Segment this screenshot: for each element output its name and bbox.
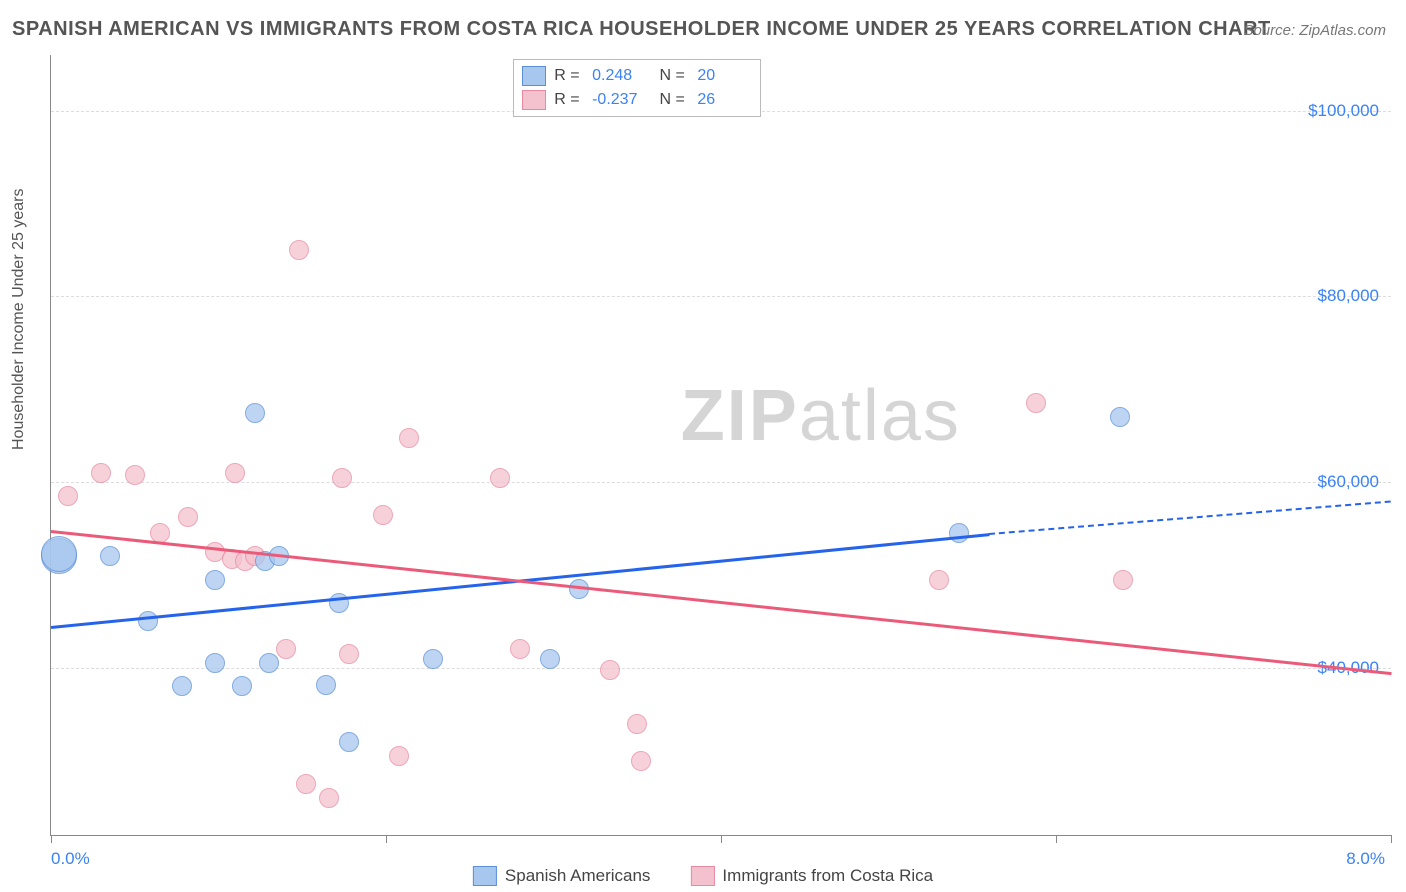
data-point (178, 507, 198, 527)
data-point (319, 788, 339, 808)
stats-n-label: N = (655, 91, 689, 109)
legend-swatch (690, 866, 714, 886)
stats-n-value: 26 (697, 91, 752, 109)
data-point (205, 570, 225, 590)
data-point (332, 468, 352, 488)
stats-r-label: R = (554, 67, 584, 85)
data-point (138, 611, 158, 631)
data-point (100, 546, 120, 566)
stats-r-label: R = (554, 91, 584, 109)
stats-r-value: 0.248 (592, 67, 647, 85)
data-point (423, 649, 443, 669)
data-point (205, 653, 225, 673)
data-point (125, 465, 145, 485)
legend-item: Spanish Americans (473, 866, 651, 886)
data-point (91, 463, 111, 483)
data-point (339, 732, 359, 752)
scatter-plot: $40,000$60,000$80,000$100,0000.0%8.0%ZIP… (50, 55, 1391, 836)
stats-n-label: N = (655, 67, 689, 85)
legend-swatch (522, 66, 546, 86)
watermark: ZIPatlas (681, 375, 961, 457)
data-point (510, 639, 530, 659)
data-point (225, 463, 245, 483)
y-tick-label: $80,000 (1318, 286, 1379, 306)
data-point (627, 714, 647, 734)
stats-row: R = -0.237 N = 26 (522, 88, 752, 112)
legend-item: Immigrants from Costa Rica (690, 866, 933, 886)
y-tick-label: $100,000 (1308, 101, 1379, 121)
data-point (373, 505, 393, 525)
x-tick-label: 8.0% (1346, 849, 1385, 869)
data-point (1110, 407, 1130, 427)
gridline (51, 482, 1391, 483)
x-tick (1056, 835, 1057, 843)
data-point (600, 660, 620, 680)
stats-box: R = 0.248 N = 20R = -0.237 N = 26 (513, 59, 761, 117)
data-point (289, 240, 309, 260)
data-point (339, 644, 359, 664)
data-point (949, 523, 969, 543)
legend-label: Immigrants from Costa Rica (722, 866, 933, 886)
data-point (296, 774, 316, 794)
data-point (490, 468, 510, 488)
legend-swatch (522, 90, 546, 110)
data-point (631, 751, 651, 771)
y-axis-label: Householder Income Under 25 years (10, 189, 28, 450)
data-point (1113, 570, 1133, 590)
data-point (232, 676, 252, 696)
gridline (51, 668, 1391, 669)
data-point (540, 649, 560, 669)
legend-swatch (473, 866, 497, 886)
x-tick-label: 0.0% (51, 849, 90, 869)
data-point (276, 639, 296, 659)
data-point (399, 428, 419, 448)
stats-row: R = 0.248 N = 20 (522, 64, 752, 88)
data-point (58, 486, 78, 506)
x-tick (721, 835, 722, 843)
data-point (389, 746, 409, 766)
data-point (172, 676, 192, 696)
data-point (929, 570, 949, 590)
x-tick (1391, 835, 1392, 843)
data-point (245, 403, 265, 423)
trend-line (989, 501, 1391, 535)
stats-r-value: -0.237 (592, 91, 647, 109)
x-tick (51, 835, 52, 843)
source-label: Source: ZipAtlas.com (1243, 22, 1386, 39)
data-point (316, 675, 336, 695)
legend-label: Spanish Americans (505, 866, 651, 886)
gridline (51, 296, 1391, 297)
data-point (1026, 393, 1046, 413)
chart-title: SPANISH AMERICAN VS IMMIGRANTS FROM COST… (12, 18, 1271, 41)
trend-line (51, 530, 1391, 675)
x-tick (386, 835, 387, 843)
y-tick-label: $60,000 (1318, 472, 1379, 492)
data-point (259, 653, 279, 673)
legend: Spanish Americans Immigrants from Costa R… (473, 866, 933, 886)
stats-n-value: 20 (697, 67, 752, 85)
data-point (41, 536, 77, 572)
